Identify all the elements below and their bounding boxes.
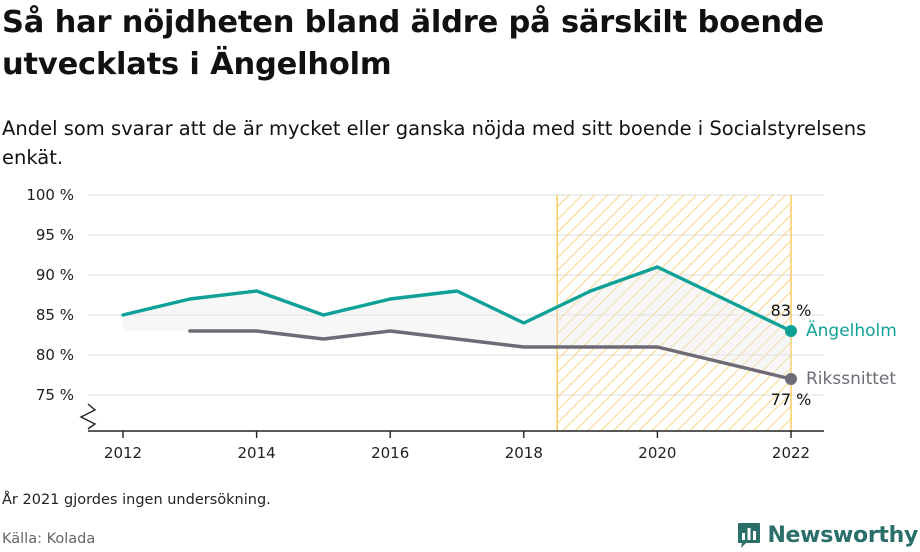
newsworthy-logo-icon [738,522,761,548]
x-tick-label: 2020 [638,444,676,462]
y-tick-label: 80 % [36,346,74,364]
y-tick-label: 95 % [36,226,74,244]
series-end-marker [785,325,797,337]
footnote: År 2021 gjordes ingen undersökning. [2,492,271,508]
data-label: 83 % [771,301,812,320]
y-tick-label: 85 % [36,306,74,324]
brand-logo: Newsworthy [737,519,918,551]
difference-area [123,267,791,379]
x-tick-label: 2016 [371,444,409,462]
series-name-label: Rikssnittet [806,369,896,389]
x-tick-label: 2018 [505,444,543,462]
source-credit: Källa: Kolada [2,531,96,547]
x-tick-label: 2022 [772,444,810,462]
series-name-label: Ängelholm [806,320,897,341]
y-tick-label: 90 % [36,266,74,284]
x-tick-label: 2014 [238,444,276,462]
chart-title: Så har nöjdheten bland äldre på särskilt… [2,5,824,82]
axis-break-symbol [79,403,97,430]
series-end-marker [785,373,797,385]
y-tick-label: 100 % [26,186,74,204]
difference-fill [123,267,791,379]
y-tick-label: 75 % [36,386,74,404]
line-chart: 75 % 80 % 85 % 90 % 95 % 100 % 2012 2014 2016 201… [26,186,897,462]
series-line [121,265,793,333]
chart-subtitle: Andel som svarar att de är mycket eller … [2,117,867,169]
series-lines [121,265,797,385]
series-line [188,329,793,381]
x-tick-label: 2012 [104,444,142,462]
data-label: 77 % [771,390,812,409]
chart-labels: 75 % 80 % 85 % 90 % 95 % 100 % 2012 2014 2016 201… [26,186,897,462]
x-axis [79,403,824,438]
brand-name: Newsworthy [767,522,918,548]
